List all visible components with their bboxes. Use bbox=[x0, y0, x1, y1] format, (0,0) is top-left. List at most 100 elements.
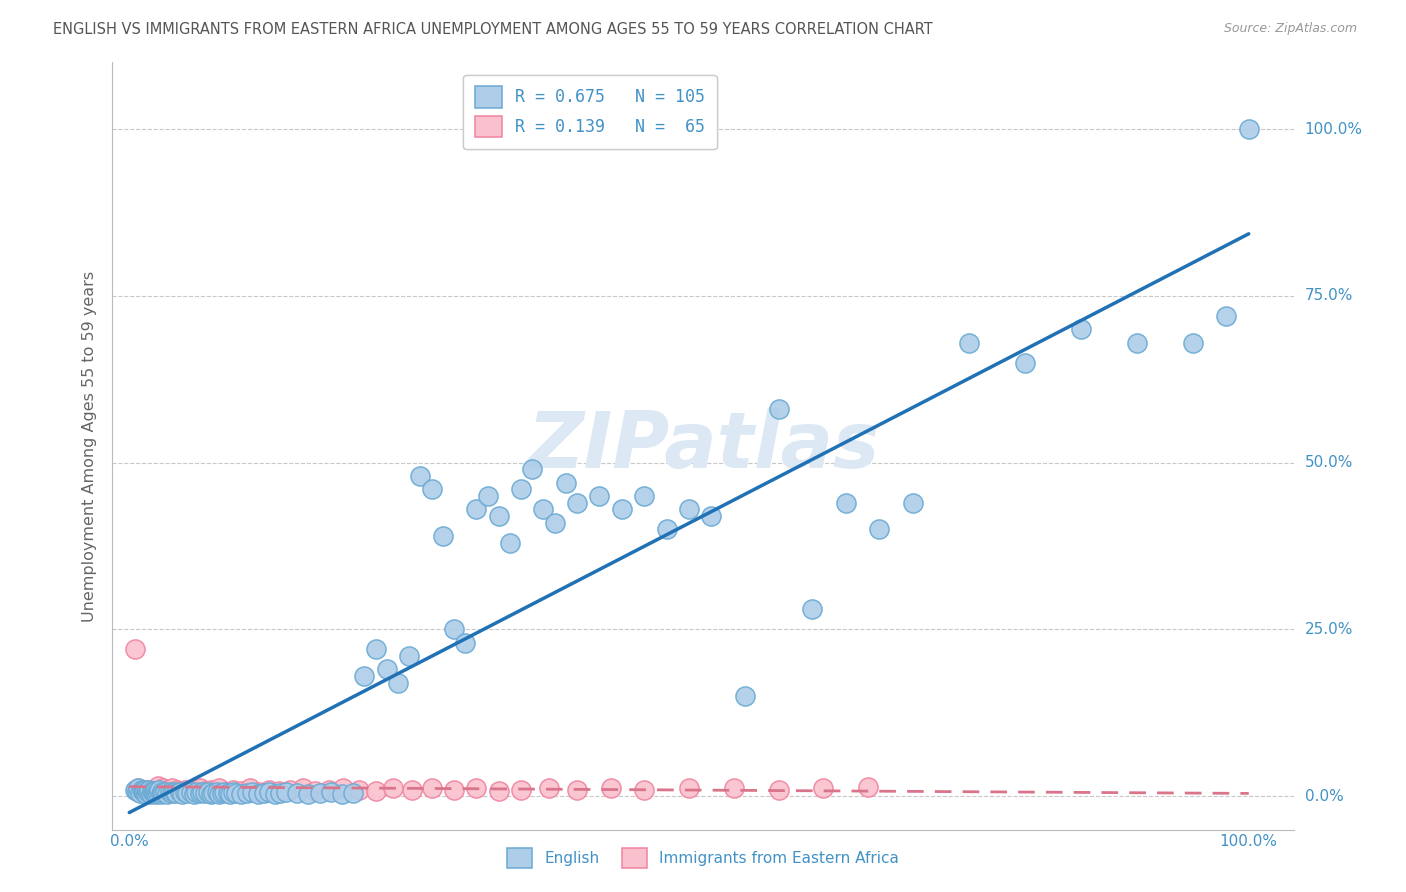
Point bbox=[835, 496, 858, 510]
Point bbox=[409, 469, 432, 483]
Point bbox=[139, 787, 162, 801]
Point bbox=[285, 786, 308, 800]
Point bbox=[734, 689, 756, 703]
Point bbox=[723, 781, 745, 796]
Point bbox=[1126, 335, 1149, 350]
Point bbox=[443, 782, 465, 797]
Point bbox=[554, 475, 576, 490]
Point bbox=[132, 785, 155, 799]
Point bbox=[1237, 122, 1260, 136]
Legend: R = 0.675   N = 105, R = 0.139   N =  65: R = 0.675 N = 105, R = 0.139 N = 65 bbox=[464, 75, 717, 149]
Point bbox=[124, 782, 146, 797]
Point bbox=[342, 786, 364, 800]
Point bbox=[678, 502, 700, 516]
Point bbox=[149, 784, 172, 798]
Point bbox=[269, 786, 291, 800]
Point bbox=[156, 782, 179, 797]
Point bbox=[194, 784, 217, 798]
Point bbox=[125, 782, 148, 797]
Point bbox=[145, 787, 167, 801]
Point bbox=[160, 781, 183, 796]
Point bbox=[127, 784, 149, 798]
Text: ENGLISH VS IMMIGRANTS FROM EASTERN AFRICA UNEMPLOYMENT AMONG AGES 55 TO 59 YEARS: ENGLISH VS IMMIGRANTS FROM EASTERN AFRIC… bbox=[53, 22, 934, 37]
Point bbox=[163, 785, 186, 799]
Point bbox=[139, 782, 162, 797]
Point bbox=[142, 785, 165, 799]
Point bbox=[159, 784, 181, 798]
Point bbox=[522, 462, 544, 476]
Point bbox=[127, 784, 149, 798]
Point bbox=[813, 781, 835, 796]
Point bbox=[152, 786, 174, 800]
Point bbox=[510, 782, 533, 797]
Point bbox=[136, 784, 159, 798]
Point bbox=[257, 782, 280, 797]
Point bbox=[231, 787, 253, 801]
Point bbox=[1014, 356, 1036, 370]
Point bbox=[398, 649, 420, 664]
Point bbox=[222, 785, 245, 799]
Point bbox=[382, 781, 405, 796]
Text: 25.0%: 25.0% bbox=[1305, 622, 1353, 637]
Point bbox=[633, 782, 655, 797]
Point bbox=[141, 784, 163, 798]
Point bbox=[148, 779, 170, 793]
Point bbox=[214, 785, 236, 799]
Point bbox=[700, 509, 723, 524]
Point bbox=[170, 784, 193, 798]
Point bbox=[136, 785, 159, 799]
Point bbox=[156, 787, 179, 801]
Point bbox=[901, 496, 924, 510]
Point bbox=[856, 780, 879, 794]
Point bbox=[291, 781, 314, 796]
Point bbox=[188, 781, 211, 796]
Point bbox=[136, 782, 159, 797]
Point bbox=[319, 785, 342, 799]
Point bbox=[538, 781, 561, 796]
Point bbox=[801, 602, 824, 616]
Point bbox=[142, 786, 165, 800]
Point bbox=[565, 496, 588, 510]
Point bbox=[347, 782, 370, 797]
Point bbox=[768, 402, 790, 417]
Point bbox=[432, 529, 454, 543]
Point bbox=[135, 787, 157, 801]
Point bbox=[242, 785, 264, 799]
Point bbox=[159, 785, 181, 799]
Point bbox=[128, 785, 150, 799]
Point bbox=[443, 623, 465, 637]
Point bbox=[211, 786, 233, 800]
Point bbox=[127, 781, 149, 796]
Point bbox=[655, 522, 678, 536]
Point bbox=[131, 782, 153, 797]
Point bbox=[169, 785, 191, 799]
Point bbox=[1215, 309, 1237, 323]
Point bbox=[401, 782, 423, 797]
Point bbox=[868, 522, 890, 536]
Point bbox=[957, 335, 980, 350]
Point bbox=[308, 786, 330, 800]
Point bbox=[174, 784, 197, 798]
Point bbox=[280, 782, 302, 797]
Point bbox=[176, 786, 198, 800]
Point bbox=[599, 781, 621, 796]
Point bbox=[166, 782, 188, 797]
Point bbox=[375, 663, 398, 677]
Point bbox=[150, 785, 173, 799]
Point bbox=[488, 509, 510, 524]
Point bbox=[129, 782, 152, 797]
Point bbox=[387, 675, 409, 690]
Point bbox=[465, 781, 488, 796]
Point bbox=[143, 784, 166, 798]
Point bbox=[131, 784, 153, 798]
Point bbox=[330, 787, 353, 801]
Point bbox=[364, 784, 387, 798]
Point bbox=[510, 483, 533, 497]
Point bbox=[149, 787, 172, 801]
Point bbox=[174, 782, 197, 797]
Point bbox=[200, 787, 222, 801]
Point bbox=[153, 784, 176, 798]
Point bbox=[297, 787, 319, 801]
Point bbox=[124, 642, 146, 657]
Point bbox=[304, 784, 326, 798]
